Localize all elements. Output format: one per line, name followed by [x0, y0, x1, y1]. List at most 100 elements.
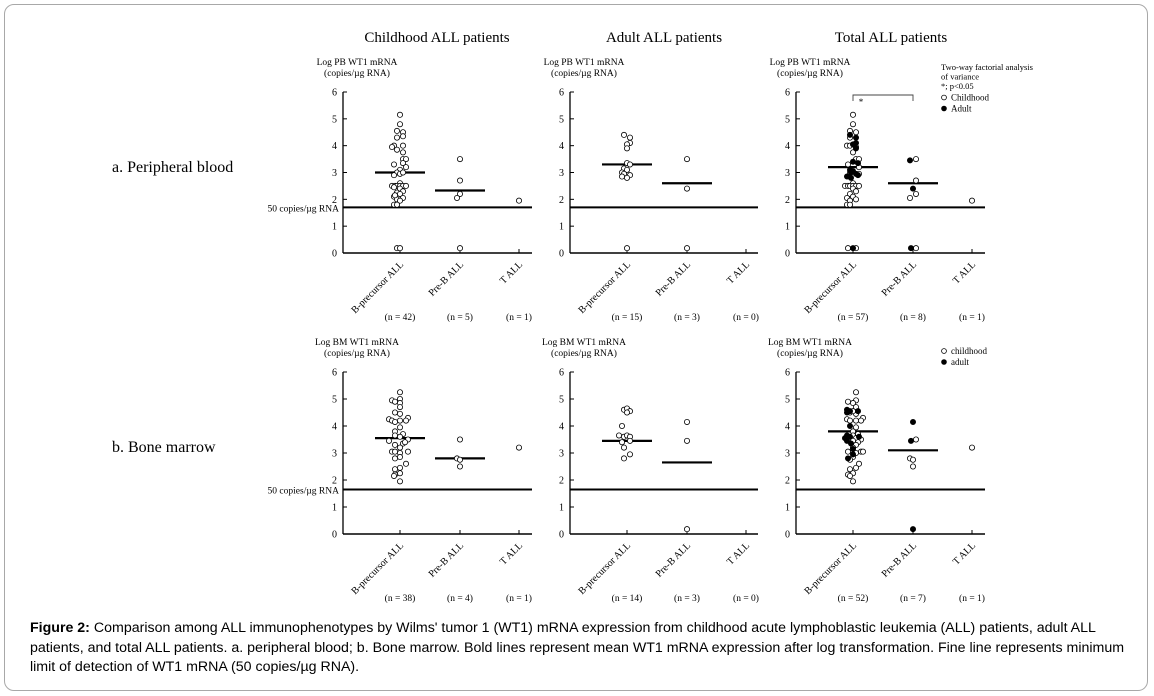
- data-point-open: [396, 464, 403, 471]
- data-point-open: [402, 156, 409, 163]
- y-tick-label: 1: [559, 222, 564, 233]
- y-tick-label: 2: [332, 476, 337, 487]
- y-tick-label: 4: [332, 141, 337, 152]
- data-point-open: [845, 448, 852, 455]
- data-point-open: [390, 161, 397, 168]
- data-point-open: [913, 177, 920, 184]
- data-point-open: [684, 526, 691, 533]
- data-point-open: [402, 460, 409, 467]
- data-point-open: [456, 463, 463, 470]
- y-tick-label: 0: [559, 530, 564, 541]
- data-point-open: [399, 142, 406, 149]
- n-label: (n = 15): [612, 312, 643, 323]
- data-point-open: [913, 156, 920, 163]
- n-label: (n = 4): [447, 593, 473, 604]
- panel-pb-total: Log PB WT1 mRNA(copies/µg RNA) 0 1 2 3 4 5 6 B-p…: [770, 58, 1033, 323]
- y-tick-label: 2: [785, 476, 790, 487]
- y-tick-label: 0: [332, 249, 337, 260]
- data-point-open: [853, 464, 860, 471]
- column-title-total: Total ALL patients: [835, 30, 948, 46]
- row-label-bone-marrow: b. Bone marrow: [112, 439, 216, 456]
- data-point-open: [396, 417, 403, 424]
- data-point-filled: [844, 409, 851, 416]
- y-tick-label: 0: [332, 530, 337, 541]
- x-tick-label: T ALL: [725, 259, 752, 286]
- y-tick-label: 4: [559, 141, 564, 152]
- legend-label: Childhood: [951, 93, 990, 103]
- data-point-open: [456, 436, 463, 443]
- n-label: (n = 0): [733, 593, 759, 604]
- panel-pb-adult: Log PB WT1 mRNA(copies/µg RNA) 0 1 2 3 4 5 6 B-p…: [544, 58, 759, 323]
- x-tick-label: Pre-B ALL: [880, 540, 919, 579]
- data-point-open: [396, 111, 403, 118]
- data-point-open: [969, 197, 976, 204]
- y-tick-label: 4: [785, 141, 790, 152]
- data-point-open: [850, 149, 857, 156]
- data-point-open: [624, 145, 631, 152]
- x-tick-label: Pre-B ALL: [654, 259, 693, 298]
- y-tick-label: 5: [559, 395, 564, 406]
- y-axis-label-units: (copies/µg RNA): [777, 68, 843, 79]
- data-point-open: [847, 466, 854, 473]
- column-title-childhood: Childhood ALL patients: [364, 30, 509, 46]
- legend-marker-filled: [941, 359, 947, 365]
- x-tick-label: T ALL: [725, 540, 752, 567]
- data-point-open: [845, 245, 852, 252]
- data-point-open: [404, 448, 411, 455]
- x-tick-label: B-precursor ALL: [576, 259, 633, 316]
- data-point-open: [456, 245, 463, 252]
- data-point-open: [913, 245, 920, 252]
- data-point-open: [850, 400, 857, 407]
- y-axis-label-units: (copies/µg RNA): [551, 68, 617, 79]
- n-label: (n = 0): [733, 312, 759, 323]
- data-point-open: [913, 190, 920, 197]
- data-point-open: [856, 460, 863, 467]
- n-label: (n = 14): [612, 593, 643, 604]
- data-point-open: [624, 174, 631, 181]
- y-tick-label: 2: [559, 195, 564, 206]
- legend-label: childhood: [951, 346, 987, 356]
- y-tick-label: 2: [332, 195, 337, 206]
- y-tick-label: 6: [785, 88, 790, 99]
- data-point-filled: [850, 245, 857, 252]
- data-point-filled: [848, 174, 855, 181]
- panels: Log PB WT1 mRNA(copies/µg RNA)0123456B-p…: [268, 58, 1033, 604]
- data-point-open: [456, 156, 463, 163]
- x-tick-label: B-precursor ALL: [349, 259, 406, 316]
- legend-marker-open: [941, 348, 947, 354]
- data-point-open: [390, 184, 397, 191]
- data-point-open: [453, 194, 460, 201]
- column-title-adult: Adult ALL patients: [606, 30, 722, 46]
- y-tick-label: 3: [785, 168, 790, 179]
- data-point-open: [619, 422, 626, 429]
- data-point-open: [853, 188, 860, 195]
- data-point-open: [385, 437, 392, 444]
- y-tick-label: 1: [785, 222, 790, 233]
- data-point-open: [396, 410, 403, 417]
- data-point-open: [853, 196, 860, 203]
- data-point-open: [619, 439, 626, 446]
- data-point-filled: [855, 172, 862, 179]
- y-tick-label: 1: [785, 503, 790, 514]
- data-point-filled: [844, 437, 851, 444]
- data-point-open: [456, 190, 463, 197]
- y-axis-label-units: (copies/µg RNA): [324, 68, 390, 79]
- y-tick-label: 4: [785, 422, 790, 433]
- x-tick-label: Pre-B ALL: [654, 540, 693, 579]
- data-point-open: [391, 409, 398, 416]
- data-point-open: [853, 129, 860, 136]
- y-tick-label: 3: [332, 168, 337, 179]
- data-point-open: [396, 389, 403, 396]
- y-tick-label: 3: [785, 449, 790, 460]
- n-label: (n = 5): [447, 312, 473, 323]
- significance-star: *: [859, 97, 864, 107]
- n-label: (n = 7): [900, 593, 926, 604]
- data-point-open: [619, 173, 626, 180]
- y-tick-label: 6: [559, 88, 564, 99]
- data-point-filled: [853, 134, 860, 141]
- data-point-open: [850, 111, 857, 118]
- y-tick-label: 1: [559, 503, 564, 514]
- data-point-open: [853, 389, 860, 396]
- data-point-open: [393, 146, 400, 153]
- data-point-open: [401, 439, 408, 446]
